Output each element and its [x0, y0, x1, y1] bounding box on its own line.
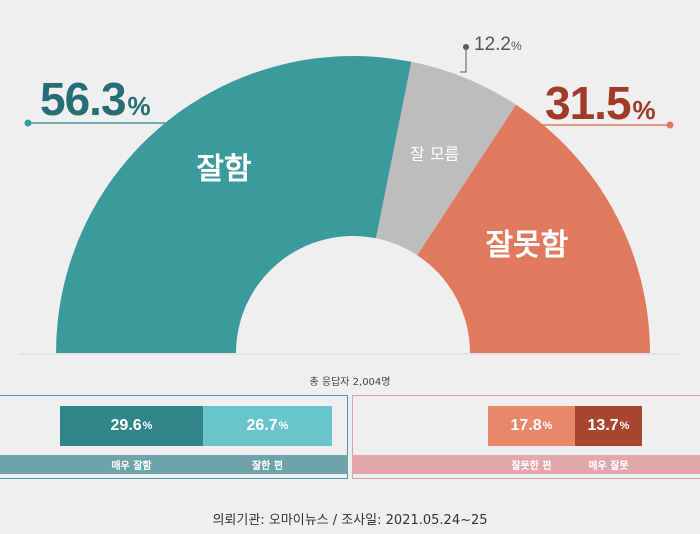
bad-leader-dot	[666, 121, 674, 129]
slice-label-bad: 잘못함	[485, 228, 568, 263]
total-respondents: 총 응답자 2,004명	[309, 377, 391, 388]
negative-breakdown-box	[352, 395, 700, 479]
positive-breakdown-box	[0, 395, 348, 479]
good-label: 잘한 편	[251, 461, 284, 472]
very-bad-number: 13.7	[587, 417, 619, 434]
good-big-unit: %	[127, 91, 151, 121]
unsure-number: 12.2	[474, 34, 511, 55]
slice-unsure	[376, 61, 517, 256]
good-leader-dot	[24, 119, 32, 127]
very-good-unit: %	[142, 420, 153, 432]
somewhat-bad-bar: 17.8%	[488, 406, 575, 446]
bad-big-value: 31.5%	[545, 77, 656, 129]
negative-label-strip	[352, 455, 700, 474]
bad-big-unit: %	[632, 95, 656, 125]
very-bad-unit: %	[619, 420, 630, 432]
very-bad-label: 매우 잘못	[588, 461, 629, 472]
somewhat-bad-unit: %	[542, 420, 553, 432]
unsure-leader-dot	[463, 44, 469, 50]
good-big-number: 56.3	[40, 73, 127, 125]
unsure-unit: %	[510, 39, 522, 53]
somewhat-bad-label: 잘못한 편	[511, 461, 552, 472]
slice-label-unsure: 잘 모름	[410, 145, 459, 164]
very-good-label: 매우 잘함	[111, 461, 152, 472]
bad-big-number: 31.5	[545, 77, 632, 129]
good-bar: 26.7%	[203, 406, 332, 446]
slice-bad	[417, 104, 650, 353]
very-good-number: 29.6	[110, 417, 142, 434]
footer-source: 의뢰기관: 오마이뉴스 / 조사일: 2021.05.24~25	[212, 513, 488, 528]
good-number: 26.7	[246, 417, 278, 434]
good-unit: %	[278, 420, 289, 432]
slice-label-good: 잘함	[196, 152, 252, 187]
very-bad-bar: 13.7%	[575, 406, 642, 446]
good-big-value: 56.3%	[40, 73, 151, 125]
very-good-bar: 29.6%	[60, 406, 203, 446]
unsure-value: 12.2%	[474, 35, 522, 54]
positive-label-strip	[0, 455, 348, 474]
somewhat-bad-number: 17.8	[510, 417, 542, 434]
slice-good	[56, 55, 412, 353]
unsure-leader-line	[460, 47, 467, 73]
